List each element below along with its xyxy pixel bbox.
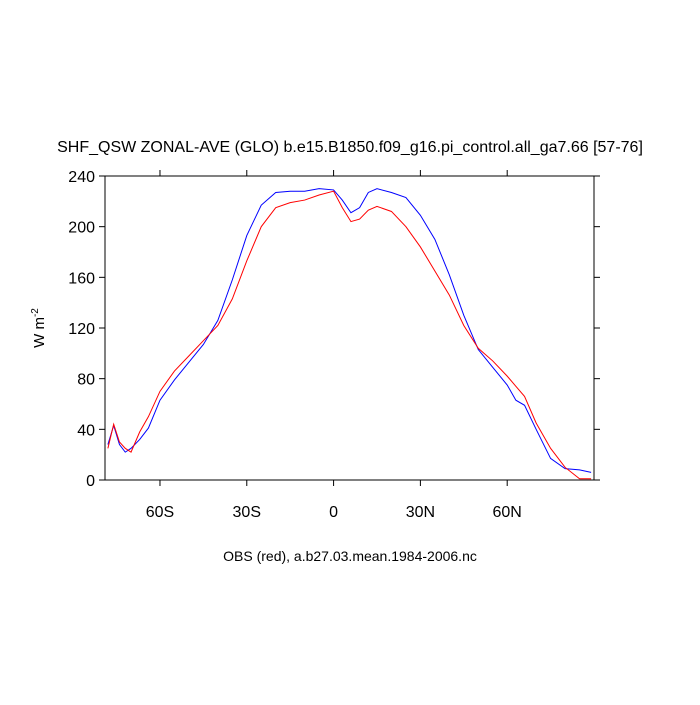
x-tick-label: 60N [493, 504, 522, 521]
x-tick-label: 0 [329, 504, 338, 521]
data-line [107, 188, 592, 473]
y-tick-label: 80 [77, 372, 95, 389]
x-tick-label: 30S [233, 504, 261, 521]
x-axis-label: OBS (red), a.b27.03.mean.1984-2006.nc [223, 548, 477, 564]
y-tick-label: 120 [68, 321, 95, 338]
chart-title: SHF_QSW ZONAL-AVE (GLO) b.e15.B1850.f09_… [57, 139, 643, 156]
y-tick-label: 200 [68, 220, 95, 237]
x-tick-label: 60S [146, 504, 174, 521]
y-tick-label: 40 [77, 422, 95, 439]
y-axis-label-superscript: -2 [30, 308, 41, 317]
y-tick-label: 160 [68, 270, 95, 287]
y-tick-label: 240 [68, 169, 95, 186]
y-tick-label: 0 [86, 473, 95, 490]
data-line [107, 190, 592, 480]
y-axis-label: W m-2 [30, 308, 48, 348]
x-tick-label: 30N [406, 504, 435, 521]
plot-frame [104, 175, 595, 481]
y-axis-label-text: W m [31, 317, 48, 348]
